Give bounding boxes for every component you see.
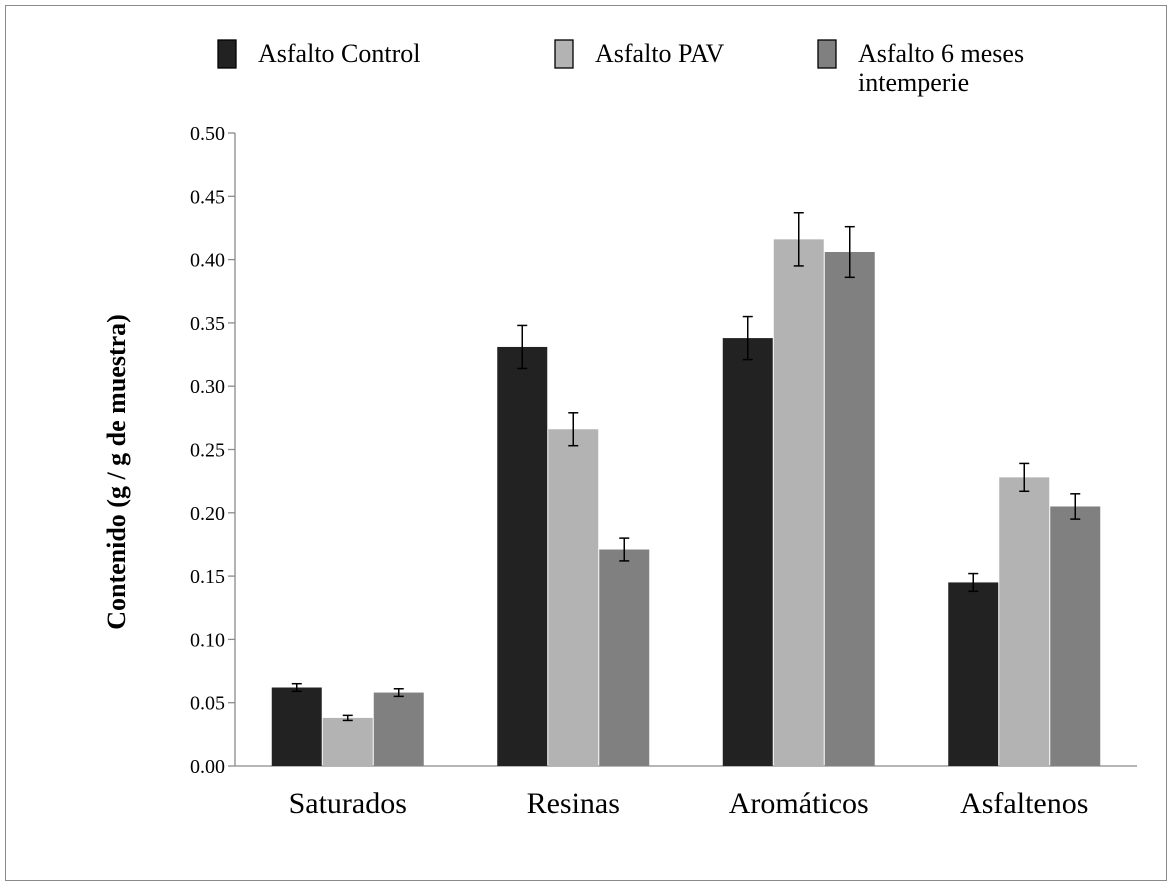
bar bbox=[271, 687, 322, 766]
legend-label: Asfalto Control bbox=[258, 39, 421, 68]
legend-swatch bbox=[554, 39, 574, 69]
x-category-label: Saturados bbox=[289, 787, 407, 820]
y-tick-label: 0.30 bbox=[190, 376, 225, 398]
y-tick-label: 0.05 bbox=[190, 693, 225, 715]
x-category-label: Resinas bbox=[527, 787, 620, 820]
y-tick-label: 0.15 bbox=[190, 566, 225, 588]
legend-swatch bbox=[817, 39, 837, 69]
x-category-label: Aromáticos bbox=[729, 787, 869, 820]
y-tick-label: 0.40 bbox=[190, 250, 225, 272]
legend-label: intemperie bbox=[858, 68, 969, 97]
bar bbox=[373, 692, 424, 766]
y-tick-label: 0.10 bbox=[190, 629, 225, 651]
y-tick-label: 0.50 bbox=[190, 123, 225, 145]
legend: Asfalto Control Asfalto PAV Asfalto 6 mese… bbox=[217, 39, 1024, 97]
bar bbox=[548, 429, 599, 766]
legend-label: Asfalto 6 meses bbox=[858, 39, 1024, 68]
bars bbox=[271, 239, 1101, 766]
legend-label: Asfalto PAV bbox=[595, 39, 725, 68]
y-tick-label: 0.00 bbox=[190, 756, 225, 778]
bar bbox=[497, 346, 548, 766]
bar bbox=[948, 582, 999, 766]
y-tick-label: 0.25 bbox=[190, 440, 225, 462]
error-bars bbox=[291, 212, 1081, 722]
bar bbox=[824, 252, 875, 766]
bar bbox=[773, 239, 824, 766]
y-axis: 0.00 0.05 0.10 0.15 0.20 0.25 0.30 0.35 0.40 0.45… bbox=[190, 123, 236, 778]
bar bbox=[1050, 506, 1101, 766]
bar bbox=[722, 338, 773, 766]
y-axis-title: Contenido (g / g de muestra) bbox=[102, 314, 131, 630]
legend-swatch bbox=[217, 39, 237, 69]
y-tick-label: 0.35 bbox=[190, 313, 225, 335]
bar bbox=[322, 717, 373, 766]
bar bbox=[599, 549, 650, 766]
bar bbox=[999, 477, 1050, 766]
y-tick-label: 0.45 bbox=[190, 186, 225, 208]
x-axis: Saturados Resinas Aromáticos Asfaltenos bbox=[235, 765, 1137, 820]
x-category-label: Asfaltenos bbox=[960, 787, 1088, 820]
y-tick-label: 0.20 bbox=[190, 503, 225, 525]
